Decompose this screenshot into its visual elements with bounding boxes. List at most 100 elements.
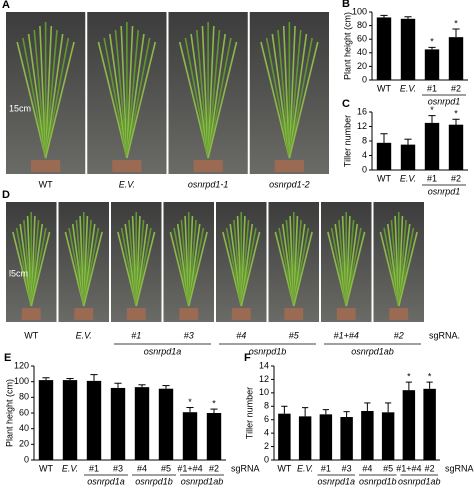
pot <box>284 308 304 320</box>
x-tick-label: #1+#4 <box>177 463 202 473</box>
y-tick-label: 4 <box>362 150 367 160</box>
significance-mark: * <box>454 18 458 28</box>
x-tick-label: #1 <box>321 463 331 473</box>
plant-leaf <box>97 41 128 159</box>
plant-leaf <box>190 33 209 159</box>
y-tick-label: 80 <box>357 20 367 30</box>
bar <box>448 124 464 170</box>
plant-leaf <box>277 29 291 159</box>
photo-label: #1 <box>131 330 141 340</box>
bar <box>400 144 416 170</box>
plant-leaf <box>207 29 221 159</box>
x-tick-label: #2 <box>425 463 435 473</box>
y-tick-label: 100 <box>352 6 367 16</box>
x-axis-label: sgRNA <box>231 463 260 473</box>
group-label: osnrpd1 <box>428 186 461 196</box>
plant-leaf <box>27 33 47 159</box>
plant-leaf <box>44 41 75 159</box>
y-tick-label: 0 <box>24 454 29 464</box>
photo-label: #5 <box>289 330 300 340</box>
bar <box>402 390 416 460</box>
x-axis-label: sgRNA <box>445 463 474 473</box>
photo-label: #2 <box>394 330 404 340</box>
panel-label: D <box>2 189 10 201</box>
photo-label: #4 <box>236 330 246 340</box>
significance-mark: * <box>188 397 192 407</box>
pot <box>274 160 304 172</box>
bar <box>86 380 102 460</box>
y-axis-label: Plant height (cm) <box>4 379 14 447</box>
y-tick-label: 12 <box>357 121 367 131</box>
bar <box>206 413 222 460</box>
plant-leaf <box>120 25 128 159</box>
pot <box>31 160 61 172</box>
plant-leaf <box>126 25 134 159</box>
plant-leaf <box>114 29 128 159</box>
x-tick-label: #4 <box>362 463 372 473</box>
plant-leaf <box>187 231 208 307</box>
y-tick-label: 80 <box>19 392 29 402</box>
y-tick-label: 8 <box>362 135 367 145</box>
x-tick-label: WT <box>377 173 391 183</box>
photo-label: E.V. <box>119 179 135 189</box>
x-tick-label: #1 <box>427 173 437 183</box>
y-tick-label: 20 <box>357 61 367 71</box>
plant-leaf <box>288 29 302 159</box>
plant-leaf <box>288 33 308 159</box>
y-tick-label: 0 <box>362 74 367 84</box>
plant-leaf <box>195 29 209 159</box>
bar <box>62 380 78 460</box>
plant-leaf <box>44 37 70 159</box>
panel-label: B <box>342 0 350 10</box>
significance-mark: * <box>212 398 216 408</box>
plant-leaf <box>109 33 128 159</box>
pot <box>179 308 199 320</box>
significance-mark: * <box>430 37 434 47</box>
pot <box>112 160 142 172</box>
y-tick-label: 60 <box>357 34 367 44</box>
group-label: osnrpd1b <box>359 476 397 486</box>
y-tick-label: 60 <box>19 407 29 417</box>
group-label: osnrpd1b <box>249 346 287 356</box>
x-tick-label: E.V. <box>297 463 313 473</box>
plant-leaf <box>126 41 157 159</box>
x-tick-label: #5 <box>383 463 393 473</box>
x-tick-label: #5 <box>161 463 171 473</box>
plant-leaf <box>288 41 319 159</box>
scale-label: 15cm <box>9 104 31 114</box>
x-tick-label: #1 <box>427 83 437 93</box>
x-tick-label: E.V. <box>400 173 416 183</box>
bar <box>423 388 436 460</box>
bar <box>298 416 312 460</box>
plant-leaf <box>207 25 215 159</box>
plant-leaf <box>103 37 128 159</box>
group-label: osnrpd1ab <box>181 476 224 486</box>
plant-leaf <box>126 33 145 159</box>
y-tick-label: 8 <box>264 401 269 411</box>
group-label: osnrpd1a <box>144 346 182 356</box>
scale-label: l5cm <box>9 268 28 278</box>
bar <box>158 388 174 460</box>
significance-mark: * <box>407 371 411 381</box>
plant-leaf <box>345 231 366 307</box>
panel-label: A <box>2 0 10 11</box>
pot <box>21 308 41 320</box>
plant-leaf <box>397 231 418 307</box>
plant-leaf <box>135 231 156 307</box>
panel-label: C <box>342 98 350 110</box>
plant-leaf <box>82 231 103 307</box>
pot <box>231 308 251 320</box>
photo-label: #3 <box>184 330 194 340</box>
y-tick-label: 12 <box>259 374 269 384</box>
bar <box>110 387 126 460</box>
pot <box>389 308 409 320</box>
x-tick-label: WT <box>39 463 53 473</box>
bar <box>424 122 440 170</box>
plant-leaf <box>44 25 53 159</box>
plant-leaf <box>240 231 261 307</box>
bar <box>361 410 374 460</box>
significance-mark: * <box>430 105 434 115</box>
y-axis-label: Plant height (cm) <box>342 12 352 80</box>
x-tick-label: E.V. <box>62 463 78 473</box>
